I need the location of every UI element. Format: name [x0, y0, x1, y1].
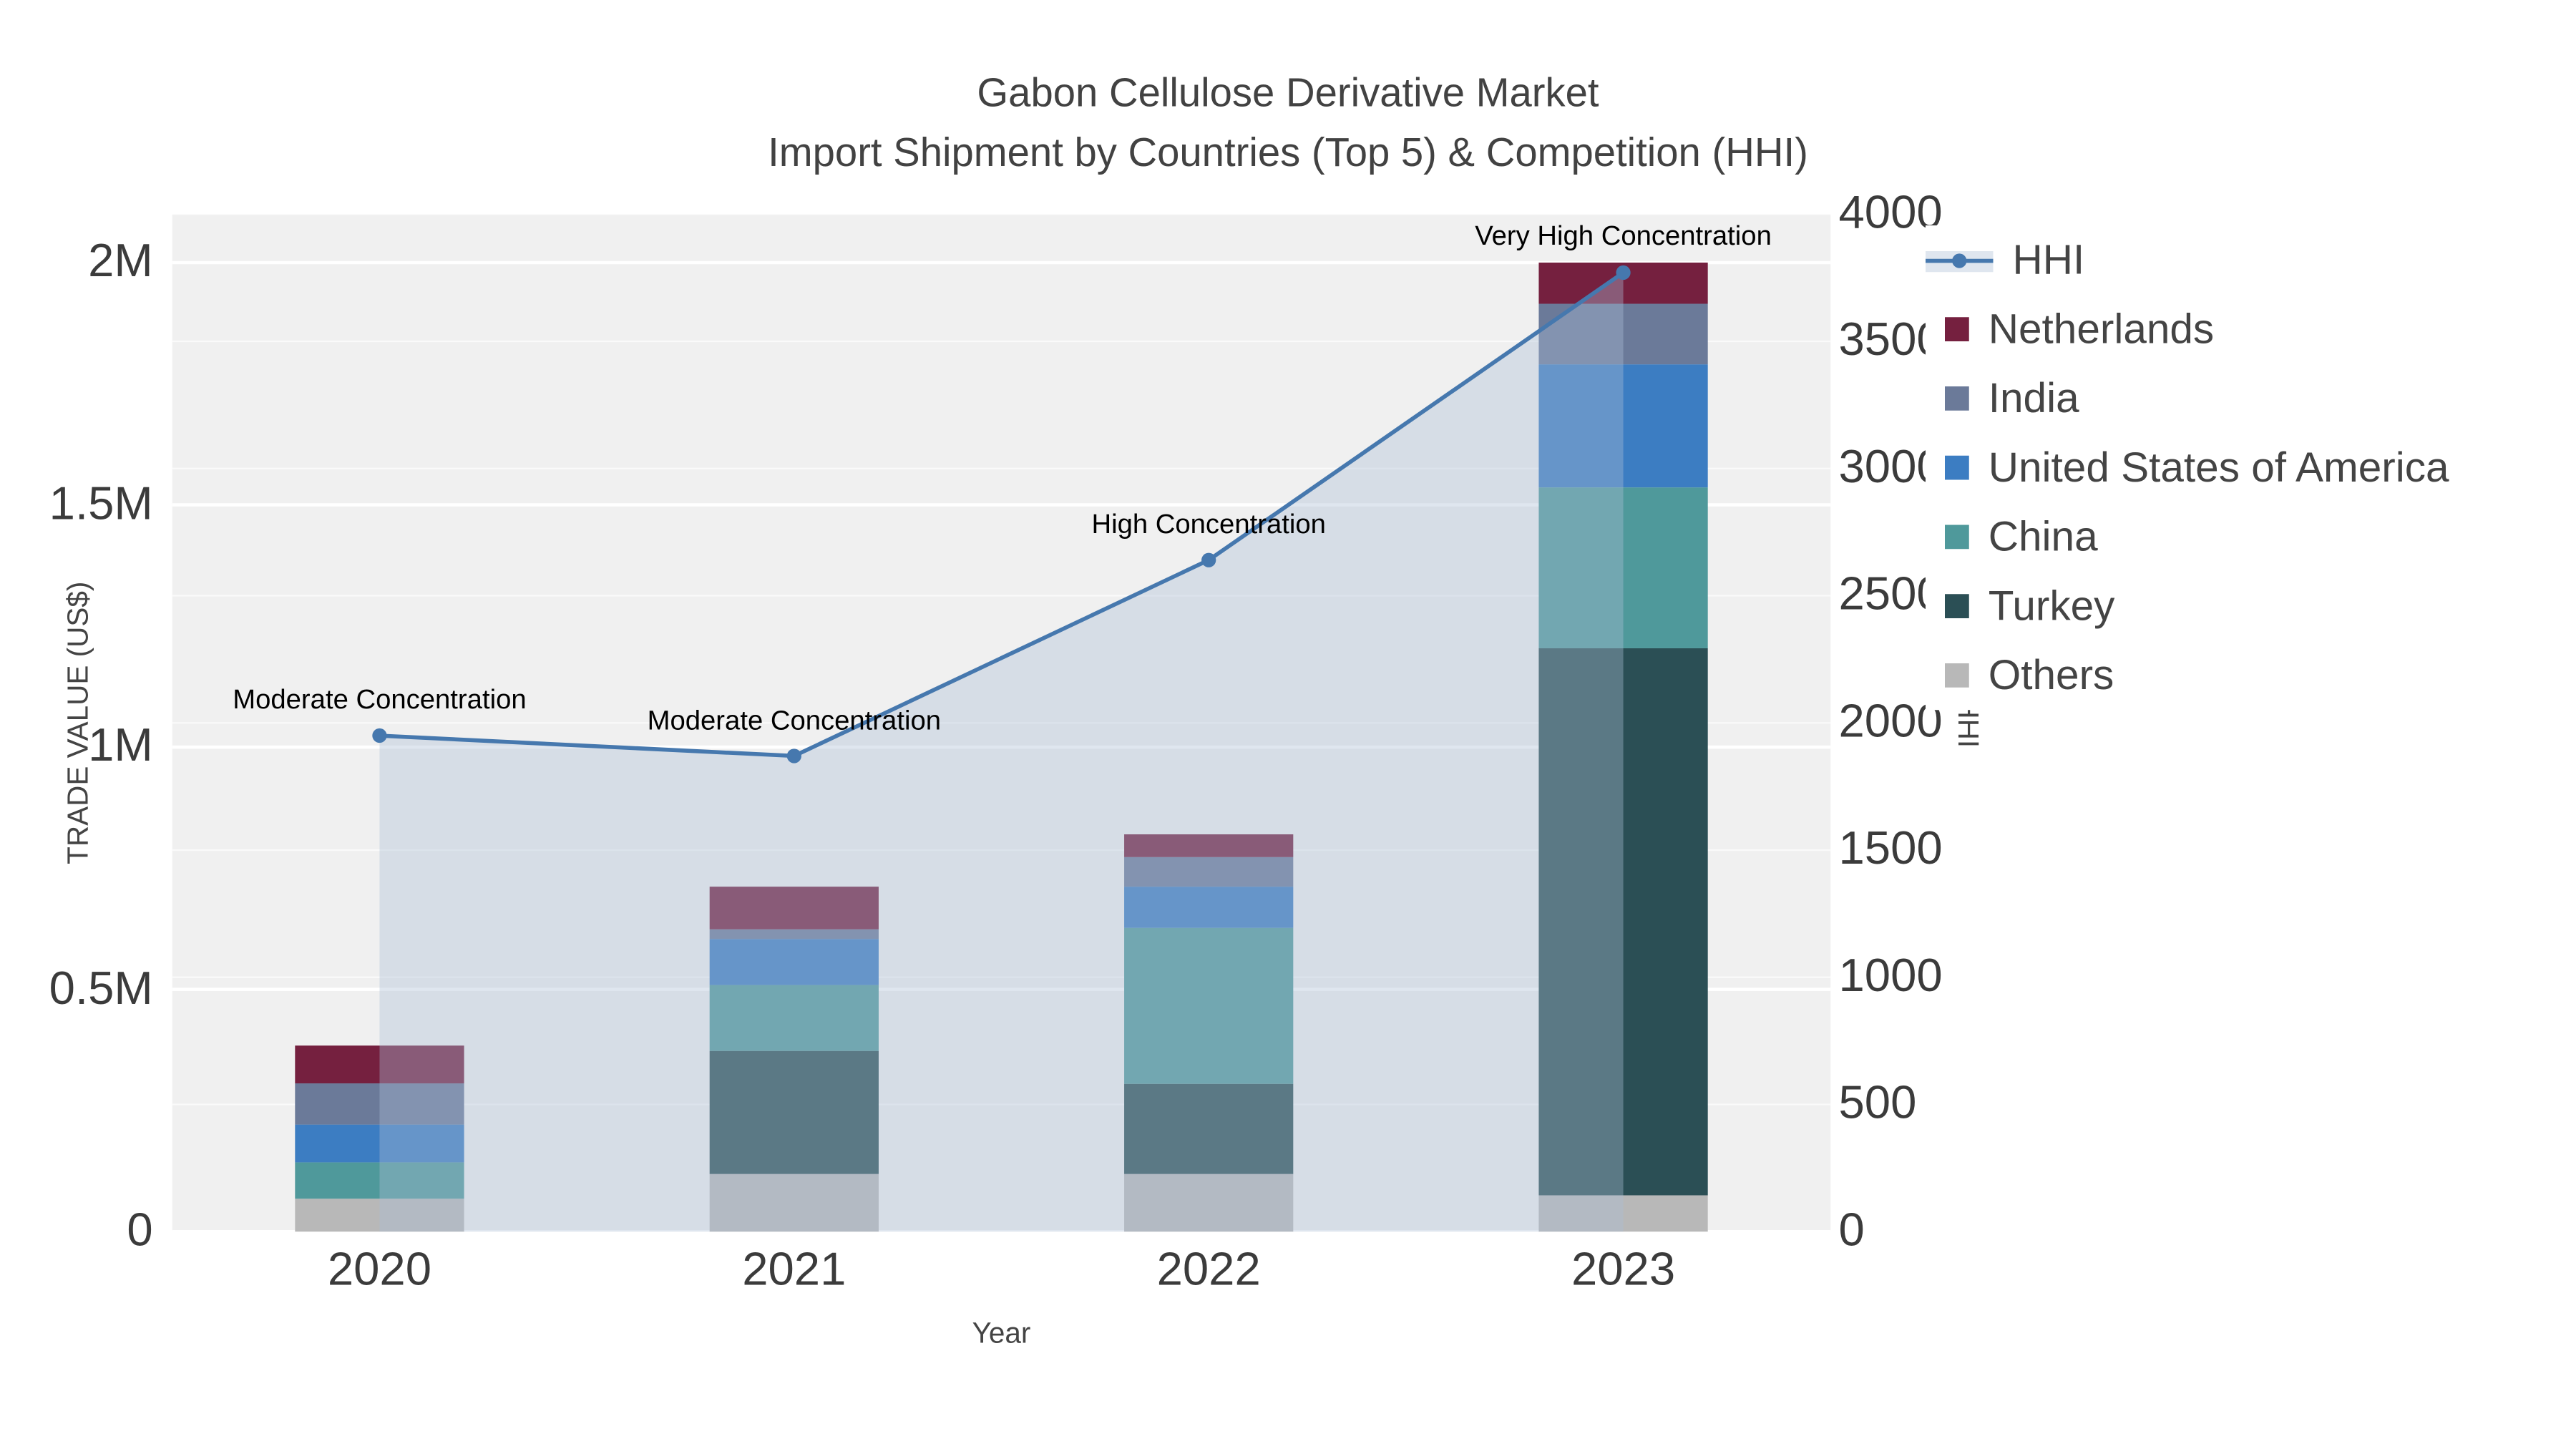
legend-swatch-china [1945, 525, 1969, 550]
y-axis-left-title: TRADE VALUE (US$) [62, 581, 94, 864]
legend-item-india[interactable]: India [1926, 364, 2576, 434]
y-right-tick-0: 0 [1838, 1205, 1865, 1257]
hhi-line [379, 270, 1625, 758]
chart-title: Gabon Cellulose Derivative Market Import… [0, 64, 2576, 184]
bar-segment-netherlands-2020[interactable] [295, 1045, 464, 1084]
legend-label-china: China [1988, 512, 2098, 561]
annotation-2020: Moderate Concentration [233, 684, 527, 715]
bar-segment-others-2023[interactable] [1538, 1195, 1708, 1232]
bar-segment-turkey-2022[interactable] [1124, 1083, 1294, 1174]
bar-segment-india-2020[interactable] [295, 1083, 464, 1125]
y-left-tick-0.5M: 0.5M [49, 962, 153, 1015]
legend-item-united-states-of-america[interactable]: United States of America [1926, 433, 2576, 502]
annotation-2022: High Concentration [1091, 508, 1326, 540]
y-left-tick-0: 0 [127, 1205, 153, 1257]
y-right-tick-1000: 1000 [1838, 950, 1943, 1002]
bar-segment-others-2022[interactable] [1124, 1174, 1294, 1232]
annotation-2023: Very High Concentration [1475, 220, 1772, 252]
bar-segment-others-2020[interactable] [295, 1199, 464, 1232]
legend-label-netherlands: Netherlands [1988, 304, 2215, 353]
bar-segment-united-states-of-america-2020[interactable] [295, 1124, 464, 1163]
legend-label-others: Others [1988, 650, 2114, 699]
y-right-tick-500: 500 [1838, 1078, 1917, 1130]
y-left-tick-1M: 1M [88, 720, 153, 772]
chart-title-line1: Gabon Cellulose Derivative Market [977, 71, 1599, 116]
legend-swatch-turkey [1945, 594, 1969, 618]
hhi-point-2022[interactable] [1201, 552, 1216, 567]
hhi-line-legend-icon [1926, 250, 1994, 272]
legend-label-hhi: HHI [2012, 235, 2085, 284]
legend-swatch-united-states-of-america [1945, 455, 1969, 480]
bar-segment-turkey-2023[interactable] [1538, 648, 1708, 1196]
y-left-tick-1.5M: 1.5M [49, 478, 153, 530]
bar-segment-turkey-2021[interactable] [709, 1050, 879, 1174]
bar-segment-united-states-of-america-2022[interactable] [1124, 887, 1294, 928]
bar-segment-china-2022[interactable] [1124, 927, 1294, 1084]
y-right-tick-3000: 3000 [1838, 441, 1943, 494]
annotation-2021: Moderate Concentration [647, 704, 942, 736]
legend-label-india: India [1988, 374, 2079, 422]
legend-swatch-others [1945, 663, 1969, 688]
x-tick-2020: 2020 [327, 1244, 432, 1297]
x-tick-2022: 2022 [1156, 1244, 1261, 1297]
hhi-point-2020[interactable] [372, 728, 387, 743]
x-tick-2023: 2023 [1571, 1244, 1676, 1297]
legend-item-hhi[interactable]: HHI [1926, 225, 2576, 295]
bar-segment-netherlands-2021[interactable] [709, 887, 879, 930]
x-tick-2021: 2021 [742, 1244, 847, 1297]
bar-segment-india-2022[interactable] [1124, 857, 1294, 887]
hhi-point-2023[interactable] [1616, 265, 1631, 280]
bar-segment-china-2023[interactable] [1538, 487, 1708, 648]
bar-segment-united-states-of-america-2023[interactable] [1538, 364, 1708, 488]
legend: HHI Netherlands India United States of Amer… [1926, 225, 2576, 711]
legend-item-china[interactable]: China [1926, 502, 2576, 572]
bar-segment-india-2021[interactable] [709, 929, 879, 940]
chart-title-line2: Import Shipment by Countries (Top 5) & C… [768, 130, 1808, 176]
bar-segment-china-2020[interactable] [295, 1162, 464, 1199]
y-right-tick-2000: 2000 [1838, 696, 1943, 748]
bar-segment-netherlands-2022[interactable] [1124, 834, 1294, 857]
bar-segment-china-2021[interactable] [709, 985, 879, 1051]
y-right-tick-4000: 4000 [1838, 187, 1943, 240]
hhi-point-2021[interactable] [786, 748, 801, 763]
y-right-tick-2500: 2500 [1838, 569, 1943, 621]
bar-segment-others-2021[interactable] [709, 1174, 879, 1232]
hhi-area-fill [379, 273, 1624, 1232]
y-right-tick-3500: 3500 [1838, 314, 1943, 366]
legend-swatch-netherlands [1945, 317, 1969, 341]
legend-item-turkey[interactable]: Turkey [1926, 572, 2576, 641]
y-right-tick-1500: 1500 [1838, 823, 1943, 875]
legend-swatch-india [1945, 386, 1969, 411]
legend-label-turkey: Turkey [1988, 581, 2115, 630]
legend-label-united-states-of-america: United States of America [1988, 442, 2449, 492]
y-left-tick-2M: 2M [88, 235, 153, 288]
x-axis-title: Year [972, 1317, 1031, 1350]
bar-segment-united-states-of-america-2021[interactable] [709, 939, 879, 985]
legend-item-netherlands[interactable]: Netherlands [1926, 295, 2576, 364]
legend-item-others[interactable]: Others [1926, 641, 2576, 711]
